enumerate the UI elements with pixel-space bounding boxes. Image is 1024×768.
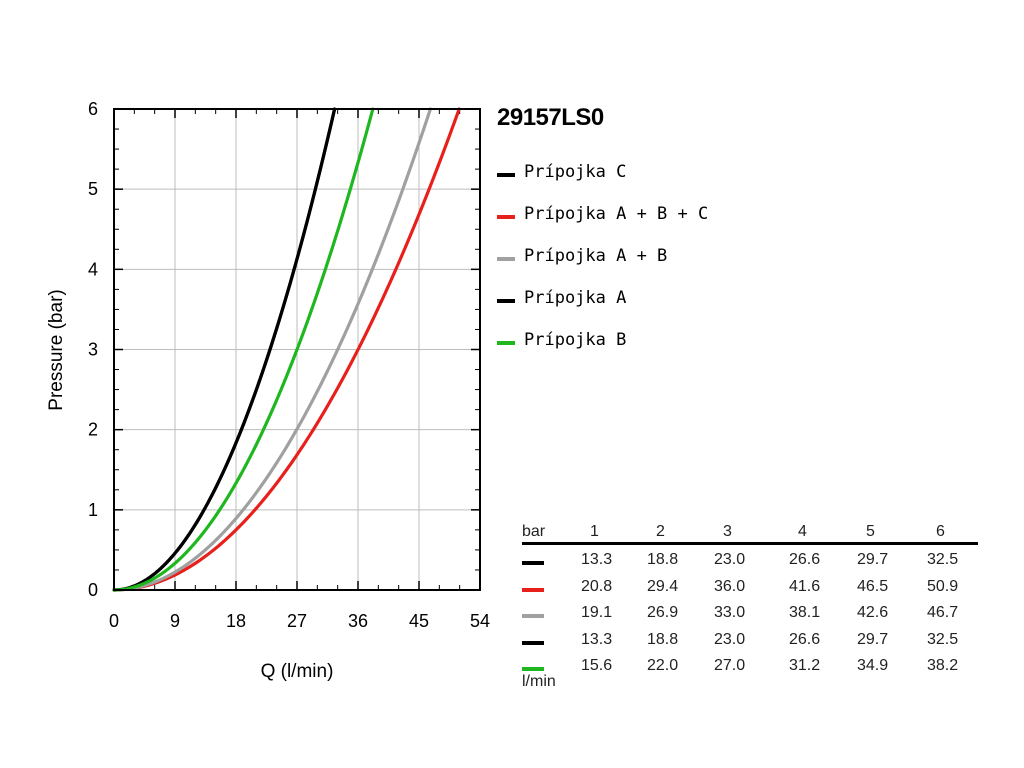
table-cell: 38.2	[927, 657, 959, 674]
y-tick-label: 2	[88, 420, 98, 440]
series-line	[112, 107, 375, 592]
table-cell: 33.0	[714, 604, 746, 621]
table-row: 13.3 18.8 23.0 26.6 29.7 32.5	[522, 551, 978, 577]
series-line	[112, 107, 461, 592]
table-cell: 31.2	[789, 657, 821, 674]
x-tick-label: 27	[287, 611, 307, 631]
table-cell: 27.0	[714, 657, 746, 674]
table-row-swatch	[522, 614, 544, 618]
y-tick-label: 3	[88, 340, 98, 360]
table-row: 15.6 22.0 27.0 31.2 34.9 38.2	[522, 657, 978, 683]
series-line	[112, 107, 432, 592]
table-row: 13.3 18.8 23.0 26.6 29.7 32.5	[522, 631, 978, 657]
table-cell: 46.7	[927, 604, 959, 621]
table-cell: 23.0	[714, 551, 746, 568]
table-cell: 38.1	[789, 604, 821, 621]
y-tick-label: 0	[88, 580, 98, 600]
table-unit-flow: l/min	[522, 673, 556, 690]
table-cell: 32.5	[927, 551, 959, 568]
table-cell: 26.9	[647, 604, 679, 621]
table-cell: 41.6	[789, 577, 821, 595]
table-cell: 32.5	[927, 630, 959, 648]
table-unit-pressure: bar	[522, 523, 546, 540]
table-cell: 23.0	[714, 630, 746, 648]
legend-swatch	[497, 215, 515, 219]
table-row: 19.1 26.9 33.0 38.1 42.6 46.7	[522, 604, 978, 630]
table-cell: 29.4	[647, 577, 679, 595]
table-cell: 42.6	[857, 604, 889, 621]
table-row-swatch	[522, 587, 544, 592]
table-cell: 34.9	[857, 657, 889, 674]
legend-label: Prípojka C	[524, 162, 627, 182]
legend-swatch	[497, 257, 515, 261]
legend-label: Prípojka A + B + C	[524, 204, 709, 224]
x-axis-title: Q (l/min)	[261, 661, 334, 682]
x-tick-label: 9	[170, 611, 180, 631]
table-cell: 19.1	[581, 604, 613, 621]
table-cell: 29.7	[857, 630, 889, 648]
x-tick-label: 36	[348, 611, 368, 631]
table-header-cell: 1	[590, 523, 599, 540]
table-header-rule	[522, 542, 978, 545]
legend-swatch	[497, 173, 515, 177]
table-cell: 26.6	[789, 630, 821, 648]
table-cell: 15.6	[581, 657, 613, 674]
table-header-cell: 4	[798, 523, 807, 540]
legend-label: Prípojka A + B	[524, 246, 668, 266]
table-cell: 13.3	[581, 630, 613, 648]
table-header-cell: 2	[656, 523, 665, 540]
flow-table: bar l/min 1 2 3 4 5 6 13.3 18.8 23.0 26.6 29.7 32.5…	[522, 523, 978, 693]
y-tick-label: 1	[88, 500, 98, 520]
table-row-swatch	[522, 640, 544, 645]
table-cell: 29.7	[857, 551, 889, 568]
table-cell: 13.3	[581, 551, 613, 568]
table-row-swatch	[522, 667, 544, 671]
legend-swatch	[497, 341, 515, 345]
y-axis-title: Pressure (bar)	[46, 289, 67, 410]
grid	[114, 109, 480, 590]
table-cell: 18.8	[647, 630, 679, 648]
y-tick-label: 6	[88, 99, 98, 119]
x-tick-label: 54	[470, 611, 490, 631]
x-tick-label: 0	[109, 611, 119, 631]
chart-title: 29157LS0	[497, 104, 604, 131]
y-tick-label: 5	[88, 179, 98, 199]
x-tick-label: 45	[409, 611, 429, 631]
table-header-cell: 6	[936, 523, 945, 540]
table-row: 20.8 29.4 36.0 41.6 46.5 50.9	[522, 578, 978, 604]
series-curves	[112, 107, 461, 592]
plot-frame	[113, 108, 481, 591]
legend-label: Prípojka B	[524, 330, 627, 350]
table-cell: 50.9	[927, 577, 959, 595]
table-header-cell: 3	[723, 523, 732, 540]
table-cell: 22.0	[647, 657, 679, 674]
table-cell: 20.8	[581, 577, 613, 595]
series-line	[112, 107, 337, 592]
x-tick-label: 18	[226, 611, 246, 631]
legend-swatch	[497, 299, 515, 303]
table-row-swatch	[522, 561, 544, 565]
legend-label: Prípojka A	[524, 288, 627, 308]
y-tick-label: 4	[88, 259, 98, 279]
table-cell: 36.0	[714, 577, 746, 595]
table-cell: 46.5	[857, 577, 889, 595]
table-header-cell: 5	[866, 523, 875, 540]
table-cell: 18.8	[647, 551, 679, 568]
table-cell: 26.6	[789, 551, 821, 568]
